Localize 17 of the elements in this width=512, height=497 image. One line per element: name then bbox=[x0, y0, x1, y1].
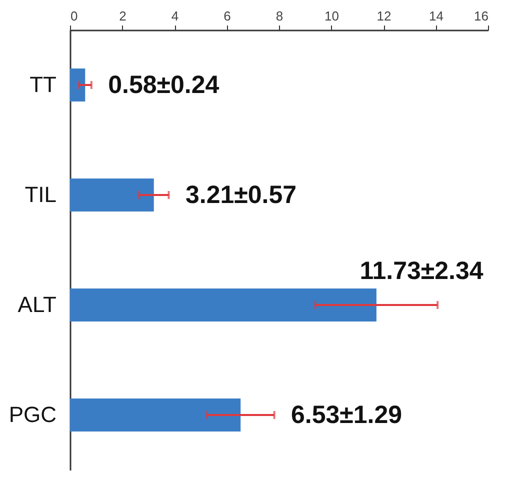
x-tick-label: 16 bbox=[474, 8, 488, 24]
y-tick-label: PGC bbox=[8, 402, 57, 427]
x-tick-label: 2 bbox=[119, 8, 126, 24]
y-tick-label: TT bbox=[30, 72, 56, 97]
y-tick-label: TIL bbox=[24, 182, 56, 207]
data-label: 6.53±1.29 bbox=[291, 401, 402, 429]
data-label: 0.58±0.24 bbox=[108, 71, 220, 99]
x-tick-label: 12 bbox=[376, 8, 392, 24]
data-label: 11.73±2.34 bbox=[360, 257, 484, 285]
x-tick-label: 14 bbox=[429, 8, 444, 24]
x-tick-label: 0 bbox=[70, 8, 78, 24]
x-tick-label: 8 bbox=[276, 8, 284, 24]
data-label: 3.21±0.57 bbox=[185, 181, 297, 209]
x-tick-label: 10 bbox=[324, 8, 339, 24]
x-tick-label: 4 bbox=[171, 8, 179, 24]
x-tick-label: 6 bbox=[224, 8, 231, 24]
y-tick-label: ALT bbox=[18, 292, 56, 317]
